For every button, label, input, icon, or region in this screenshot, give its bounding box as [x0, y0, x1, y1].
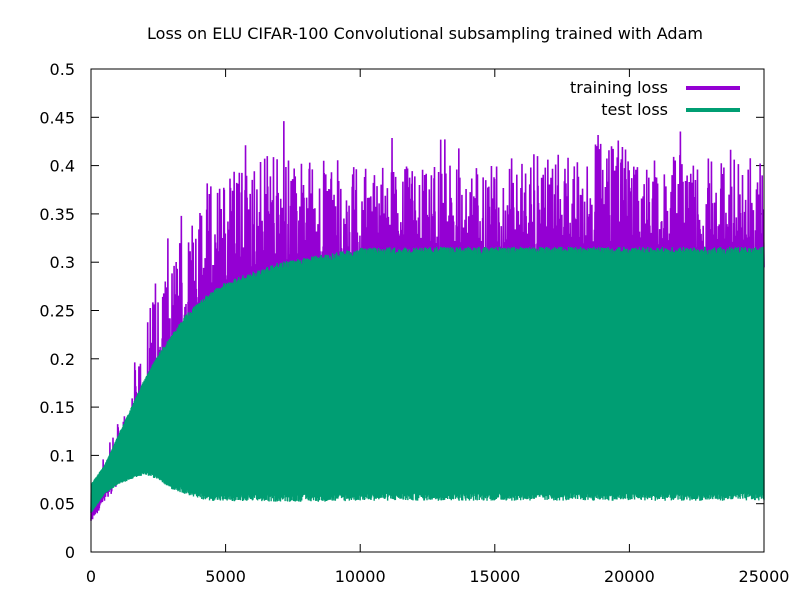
y-tick-label: 0.15: [39, 398, 75, 417]
y-tick-label: 0.1: [50, 446, 75, 465]
legend-label-training-loss: training loss: [570, 78, 668, 97]
y-tick-label: 0.3: [50, 253, 75, 272]
x-tick-label: 5000: [205, 567, 246, 586]
x-tick-label: 0: [86, 567, 96, 586]
series-line-test-loss: [90, 246, 765, 513]
y-tick-label: 0.4: [50, 157, 75, 176]
legend: training loss test loss: [570, 78, 740, 119]
x-tick-label: 10000: [335, 567, 386, 586]
x-tick-label: 20000: [604, 567, 655, 586]
series-layer: [90, 121, 765, 521]
legend-label-test-loss: test loss: [601, 100, 668, 119]
y-tick-label: 0.2: [50, 350, 75, 369]
chart-title: Loss on ELU CIFAR-100 Convolutional subs…: [147, 24, 703, 43]
y-tick-label: 0.05: [39, 495, 75, 514]
x-tick-label: 25000: [739, 567, 790, 586]
y-tick-label: 0.35: [39, 205, 75, 224]
y-tick-label: 0.25: [39, 302, 75, 321]
y-tick-label: 0: [65, 543, 75, 562]
x-tick-label: 15000: [469, 567, 520, 586]
x-axis-ticks: 0 5000 10000 15000 20000 25000: [86, 69, 790, 586]
plot-frame: [90, 68, 765, 553]
y-tick-label: 0.45: [39, 108, 75, 127]
y-axis-ticks: 0 0.05 0.1 0.15 0.2 0.25 0.3 0.35 0.4 0.45 0.5: [39, 60, 764, 562]
y-tick-label: 0.5: [50, 60, 75, 79]
